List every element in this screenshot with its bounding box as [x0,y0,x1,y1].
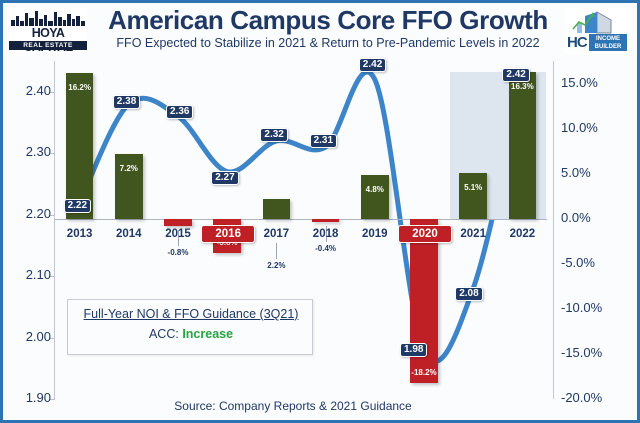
right-axis-label: 5.0% [561,164,591,180]
x-axis-label-2020: 2020 [398,224,452,243]
x-axis-label-2018: 2018 [312,227,339,240]
plot-area: 1.90 2.00 2.10 2.20 2.30 2.40 15.0% 10.0% 5.0% 0.… [26,58,602,405]
chart-subtitle: FFO Expected to Stabilize in 2021 & Retu… [116,36,540,50]
right-axis-label: -10.0% [561,299,603,315]
bar-2021 [459,172,487,219]
x-axis-label-2021: 2021 [460,227,486,240]
guidance-title: Full-Year NOI & FFO Guidance (3Q21) [83,307,299,321]
line-value-label-2020: 1.98 [400,342,428,357]
guidance-callout-box: Full-Year NOI & FFO Guidance (3Q21) ACC:… [67,299,313,355]
left-axis-label: 2.30 [25,144,51,160]
guidance-row-value: Increase [182,327,234,341]
house-chart-icon [572,11,612,34]
bar-label-leader [178,229,179,246]
income-builder-mark: HC [567,34,588,51]
ffo-per-share-line [77,69,525,364]
chart-title: American Campus Core FFO Growth [108,5,548,35]
line-value-label-2018: 2.31 [309,134,338,149]
left-axis-tick [49,337,55,339]
line-value-label-2021: 2.08 [455,287,483,302]
bar-value-label-2014: 7.2% [119,163,138,173]
left-axis-tick [49,276,55,278]
bar-value-label-2018: -0.4% [315,244,337,254]
bar-value-label-2019: 4.8% [365,185,384,195]
right-axis-label: 15.0% [561,74,598,90]
left-axis-label: 2.10 [25,267,51,283]
bar-label-leader [325,226,327,243]
right-axis-line [553,61,554,399]
right-axis-label: -20.0% [561,390,603,405]
bar-value-label-2020: -18.2% [411,367,437,377]
left-axis-label: 2.40 [25,82,51,98]
line-value-label-2014: 2.38 [112,95,141,110]
hoya-capital-tagline: REAL ESTATE [9,41,87,50]
bar-value-label-2021: 5.1% [464,182,483,192]
left-axis-label: 1.90 [25,390,51,405]
right-axis-label: 0.0% [561,209,591,225]
x-axis-label-2013: 2013 [66,227,93,240]
line-value-label-2016: 2.27 [211,170,239,185]
bar-2015 [164,218,192,226]
guidance-row-label: ACC: [148,327,179,341]
line-value-label-2015: 2.36 [166,105,194,120]
x-axis-label-2019: 2019 [361,227,388,240]
bar-2017 [262,198,291,219]
guidance-row: ACC: Increase [68,327,314,341]
line-value-label-2019: 2.42 [358,58,387,73]
right-axis-label: -15.0% [561,344,603,360]
chart-header: American Campus Core FFO Growth FFO Expe… [3,3,637,59]
x-axis-label-2017: 2017 [263,227,290,240]
bar-value-label-2015: -0.8% [167,247,189,257]
bar-2019 [361,175,389,219]
right-axis-label: -5.0% [561,254,595,270]
ffo-line-series [77,69,525,364]
left-axis-line [54,61,55,399]
bar-2013 [65,72,94,219]
bar-2018 [311,218,340,223]
line-value-label-2017: 2.32 [260,127,288,142]
bar-value-label-2013: 16.2% [68,82,91,92]
source-note: Source: Company Reports & 2021 Guidance [174,399,412,413]
bar-value-label-2022: 16.3% [511,81,534,91]
x-axis-label-2015: 2015 [165,227,191,240]
bar-2014 [115,153,143,219]
bar-value-label-2017: 2.2% [267,260,286,270]
income-builder-line2: BUILDER [594,43,622,50]
line-value-label-2022: 2.42 [502,68,530,83]
left-axis-tick [49,153,55,155]
left-axis-tick [49,214,55,216]
left-axis-tick [49,399,55,400]
right-axis-label: 10.0% [561,119,598,135]
x-axis-label-2022: 2022 [509,227,536,240]
left-axis-label: 2.00 [25,328,51,344]
hoya-capital-logo: HOYA CAPITAL REAL ESTATE [9,8,87,54]
city-skyline-icon [11,11,85,26]
left-axis-label: 2.20 [25,205,51,221]
bar-2022 [508,71,537,219]
zero-baseline [55,218,547,220]
bar-2020 [410,218,438,383]
income-builder-wordmark: INCOME BUILDER [589,34,627,51]
bar-label-leader [276,242,278,259]
income-builder-logo: HC INCOME BUILDER [565,8,631,54]
line-value-label-2013: 2.22 [63,199,92,214]
x-axis-label-2016: 2016 [201,224,256,243]
income-builder-line1: INCOME [596,35,620,42]
left-axis-tick [49,91,55,93]
x-axis-label-2014: 2014 [115,227,142,240]
